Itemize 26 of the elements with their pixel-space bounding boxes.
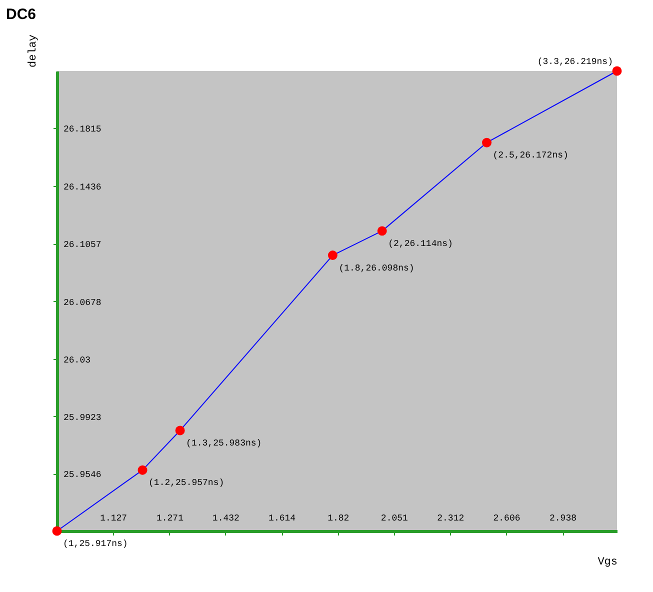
y-tick-label: 25.9923 <box>64 412 102 423</box>
y-tick-label: 26.0678 <box>64 298 102 308</box>
x-tick-label: 1.432 <box>212 514 240 524</box>
y-tick-label: 26.1436 <box>64 182 102 192</box>
x-axis-title: Vgs <box>598 556 618 568</box>
data-label: (1,25.917ns) <box>63 539 128 549</box>
y-tick-label: 26.1057 <box>64 240 102 250</box>
x-tick-label: 1.271 <box>156 514 184 524</box>
x-tick-label: 1.82 <box>328 514 350 524</box>
y-tick-label: 26.03 <box>64 355 91 366</box>
data-label: (3.3,26.219ns) <box>537 57 613 67</box>
y-tick-label: 25.9546 <box>64 470 102 480</box>
data-label: (1.3,25.983ns) <box>186 438 262 448</box>
data-label: (1.2,25.957ns) <box>148 478 224 488</box>
data-label: (2.5,26.172ns) <box>492 150 568 161</box>
x-tick-label: 2.051 <box>380 514 408 524</box>
data-label: (1.8,26.098ns) <box>338 263 414 274</box>
x-tick-label: 2.312 <box>437 514 464 524</box>
y-tick-label: 26.1815 <box>64 124 102 135</box>
data-label: (2,26.114ns) <box>388 238 453 249</box>
x-tick-label: 1.614 <box>268 514 296 524</box>
y-axis-title: delay <box>28 34 40 68</box>
chart-title: DC6 <box>6 6 36 23</box>
x-tick-label: 1.127 <box>100 514 128 524</box>
x-tick-label: 2.938 <box>549 514 577 524</box>
x-tick-label: 2.606 <box>493 514 520 524</box>
